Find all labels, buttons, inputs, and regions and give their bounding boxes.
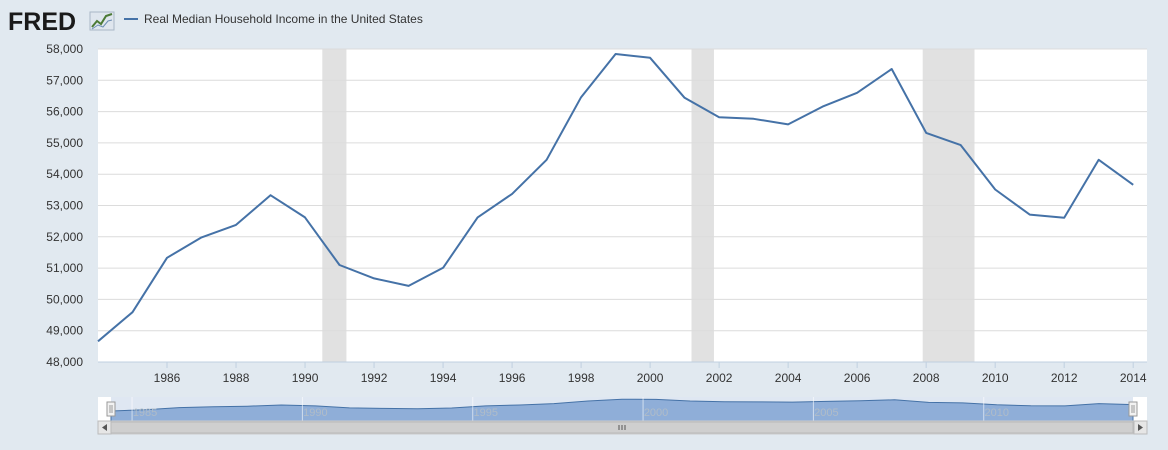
navigator-handle-right[interactable]: [1128, 401, 1138, 417]
x-tick-label: 2012: [1051, 371, 1078, 385]
y-tick-label: 48,000: [46, 355, 83, 369]
series-line[interactable]: [97, 53, 1134, 343]
x-tick-label: 2010: [982, 371, 1009, 385]
y-tick-label: 58,000: [46, 42, 83, 56]
navigator-tick-label: 1995: [473, 407, 497, 419]
x-tick-label: 2000: [637, 371, 664, 385]
y-tick-label: 55,000: [46, 136, 83, 150]
y-tick-label: 53,000: [46, 199, 83, 213]
x-tick-label: 1996: [499, 371, 526, 385]
series-layer: [97, 53, 1134, 343]
navigator-tick-label: 1985: [133, 407, 157, 419]
navigator[interactable]: 1985 1990 1995 2000 2005 2010: [98, 397, 1147, 422]
y-tick-label: 50,000: [46, 292, 83, 306]
x-tick-label: 1990: [292, 371, 319, 385]
navigator-tick-label: 1990: [303, 407, 327, 419]
navigator-tick-label: 2000: [644, 407, 668, 419]
brand-logo[interactable]: FRED: [8, 8, 76, 36]
x-tick-label: 2008: [913, 371, 940, 385]
x-tick-label: 1988: [223, 371, 250, 385]
y-tick-label: 51,000: [46, 261, 83, 275]
scroll-right-button[interactable]: [1133, 420, 1148, 435]
x-tick-label: 2004: [775, 371, 802, 385]
navigator-ticks: 1985 1990 1995 2000 2005 2010: [131, 397, 1009, 421]
header: FRED Real Median Household Income in the…: [8, 8, 423, 36]
navigator-handle-left[interactable]: [106, 401, 116, 417]
y-tick-label: 49,000: [46, 324, 83, 338]
y-tick-label: 54,000: [46, 167, 83, 181]
y-tick-label: 57,000: [46, 73, 83, 87]
x-tick-label: 1992: [361, 371, 388, 385]
scrollbar[interactable]: [97, 420, 1148, 435]
gridlines: [98, 48, 1147, 363]
x-tick-label: 1994: [430, 371, 457, 385]
x-tick-label: 2014: [1120, 371, 1147, 385]
x-tick-label: 2006: [844, 371, 871, 385]
scrollbar-grip-icon: [618, 425, 626, 430]
arrow-right-icon: [1138, 424, 1143, 431]
x-tick-label: 2002: [706, 371, 733, 385]
legend-item[interactable]: Real Median Household Income in the Unit…: [124, 12, 423, 26]
y-tick-label: 56,000: [46, 105, 83, 119]
x-tick-label: 1998: [568, 371, 595, 385]
y-axis: 48,000 49,000 50,000 51,000 52,000 53,000 54,0…: [46, 42, 83, 369]
x-axis: 1986 1988 1990 1992 1994 1996 1998 2000 2002 2004…: [154, 362, 1147, 385]
navigator-tick-label: 2005: [814, 407, 838, 419]
navigator-series: [110, 398, 1134, 422]
legend-label: Real Median Household Income in the Unit…: [144, 12, 423, 26]
scroll-left-button[interactable]: [97, 420, 112, 435]
arrow-left-icon: [102, 424, 107, 431]
x-tick-label: 1986: [154, 371, 181, 385]
y-tick-label: 52,000: [46, 230, 83, 244]
navigator-tick-label: 2010: [984, 407, 1008, 419]
line-chart-icon: [89, 11, 115, 31]
